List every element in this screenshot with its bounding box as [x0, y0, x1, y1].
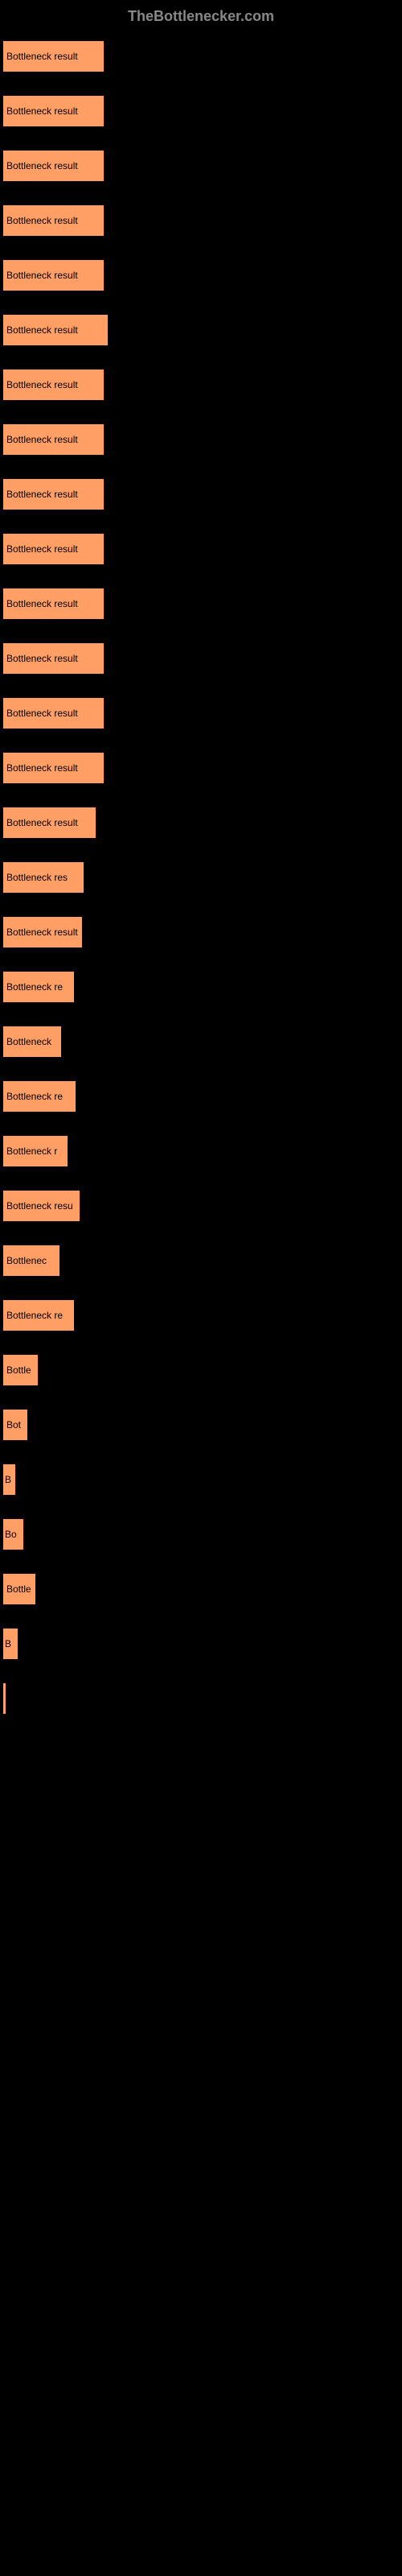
result-bar[interactable]: Bottleneck result — [3, 96, 104, 126]
bar-row: Bottle — [3, 1355, 402, 1385]
bar-label: Bottleneck result — [6, 489, 78, 500]
bar-row: Bo — [3, 1519, 402, 1550]
result-bar[interactable]: Bottleneck result — [3, 753, 104, 783]
result-bar[interactable]: Bottleneck result — [3, 369, 104, 400]
bar-row: Bottleneck — [3, 1026, 402, 1057]
bar-label: Bottleneck result — [6, 653, 78, 664]
result-bar[interactable]: Bottleneck re — [3, 1300, 74, 1331]
result-bar[interactable]: Bottleneck result — [3, 260, 104, 291]
bar-label: Bottleneck — [6, 1036, 51, 1047]
bar-label: Bottleneck result — [6, 324, 78, 336]
result-bar[interactable]: Bottleneck result — [3, 205, 104, 236]
bar-row: Bot — [3, 1410, 402, 1440]
result-bar[interactable]: Bottleneck result — [3, 151, 104, 181]
bar-row: Bottleneck result — [3, 643, 402, 674]
result-bar[interactable]: Bottleneck result — [3, 534, 104, 564]
bar-row: Bottleneck result — [3, 698, 402, 729]
result-bar[interactable]: Bottleneck result — [3, 643, 104, 674]
bar-label: B — [5, 1474, 11, 1485]
bar-row — [3, 1683, 402, 1714]
bar-row: Bottleneck result — [3, 315, 402, 345]
bar-label: Bottleneck result — [6, 160, 78, 171]
bar-row: Bottleneck result — [3, 260, 402, 291]
bar-row: Bottleneck resu — [3, 1191, 402, 1221]
bar-label: Bottleneck result — [6, 379, 78, 390]
bar-label: Bottle — [6, 1364, 31, 1376]
bar-label: Bottlenec — [6, 1255, 47, 1266]
bar-row: Bottleneck result — [3, 917, 402, 947]
result-bar[interactable]: Bottleneck re — [3, 1081, 76, 1112]
result-bar[interactable]: Bottle — [3, 1574, 35, 1604]
bar-label: Bottle — [6, 1583, 31, 1595]
site-header: TheBottlenecker.com — [0, 8, 402, 25]
bar-label: Bottleneck result — [6, 708, 78, 719]
result-bar[interactable]: Bo — [3, 1519, 23, 1550]
bar-label: Bottleneck res — [6, 872, 68, 883]
bar-row: Bottlenec — [3, 1245, 402, 1276]
bar-label: Bot — [6, 1419, 21, 1430]
bar-row: Bottleneck result — [3, 369, 402, 400]
bar-row: Bottleneck res — [3, 862, 402, 893]
bar-label: Bottleneck re — [6, 981, 63, 993]
bar-row: Bottleneck result — [3, 151, 402, 181]
bar-label: Bottleneck result — [6, 434, 78, 445]
result-bar[interactable]: Bottleneck resu — [3, 1191, 80, 1221]
bar-row: Bottleneck re — [3, 972, 402, 1002]
bar-row: Bottle — [3, 1574, 402, 1604]
bar-row: Bottleneck result — [3, 205, 402, 236]
bar-label: Bottleneck result — [6, 215, 78, 226]
bar-label: Bottleneck result — [6, 105, 78, 117]
result-bar[interactable]: Bottleneck result — [3, 588, 104, 619]
bar-label: Bottleneck result — [6, 762, 78, 774]
result-bar[interactable]: Bottle — [3, 1355, 38, 1385]
result-bar[interactable]: B — [3, 1629, 18, 1659]
result-bar[interactable]: Bottleneck result — [3, 424, 104, 455]
bar-row: B — [3, 1629, 402, 1659]
bar-label: Bottleneck result — [6, 270, 78, 281]
bar-label: Bottleneck result — [6, 51, 78, 62]
result-bar[interactable]: Bottleneck result — [3, 917, 82, 947]
bar-label: Bottleneck result — [6, 927, 78, 938]
bar-label: Bo — [5, 1529, 17, 1540]
bar-row: Bottleneck result — [3, 41, 402, 72]
bar-row: Bottleneck result — [3, 534, 402, 564]
result-bar[interactable]: Bottleneck re — [3, 972, 74, 1002]
bar-label: B — [5, 1638, 11, 1649]
result-bar[interactable]: Bottleneck res — [3, 862, 84, 893]
bar-label: Bottleneck result — [6, 543, 78, 555]
bar-row: Bottleneck result — [3, 753, 402, 783]
result-bar[interactable]: Bottleneck result — [3, 41, 104, 72]
result-bar[interactable]: Bottlenec — [3, 1245, 59, 1276]
bar-label: Bottleneck re — [6, 1310, 63, 1321]
result-bar[interactable]: Bottleneck — [3, 1026, 61, 1057]
result-bar[interactable]: Bottleneck result — [3, 807, 96, 838]
bar-row: Bottleneck r — [3, 1136, 402, 1166]
bar-row: Bottleneck result — [3, 588, 402, 619]
result-bar[interactable]: Bot — [3, 1410, 27, 1440]
bar-row: Bottleneck re — [3, 1081, 402, 1112]
bar-label: Bottleneck resu — [6, 1200, 73, 1212]
chart-container: Bottleneck result Bottleneck result Bottle… — [0, 41, 402, 1714]
bar-row: Bottleneck result — [3, 479, 402, 510]
result-bar[interactable]: Bottleneck r — [3, 1136, 68, 1166]
bar-label: Bottleneck re — [6, 1091, 63, 1102]
bar-row: Bottleneck result — [3, 424, 402, 455]
result-bar[interactable]: Bottleneck result — [3, 698, 104, 729]
bar-row: Bottleneck result — [3, 96, 402, 126]
result-bar[interactable]: B — [3, 1464, 15, 1495]
bar-label: Bottleneck r — [6, 1146, 57, 1157]
result-bar[interactable] — [3, 1683, 6, 1714]
result-bar[interactable]: Bottleneck result — [3, 315, 108, 345]
bar-row: B — [3, 1464, 402, 1495]
bar-row: Bottleneck result — [3, 807, 402, 838]
bar-label: Bottleneck result — [6, 598, 78, 609]
bar-row: Bottleneck re — [3, 1300, 402, 1331]
bar-label: Bottleneck result — [6, 817, 78, 828]
result-bar[interactable]: Bottleneck result — [3, 479, 104, 510]
